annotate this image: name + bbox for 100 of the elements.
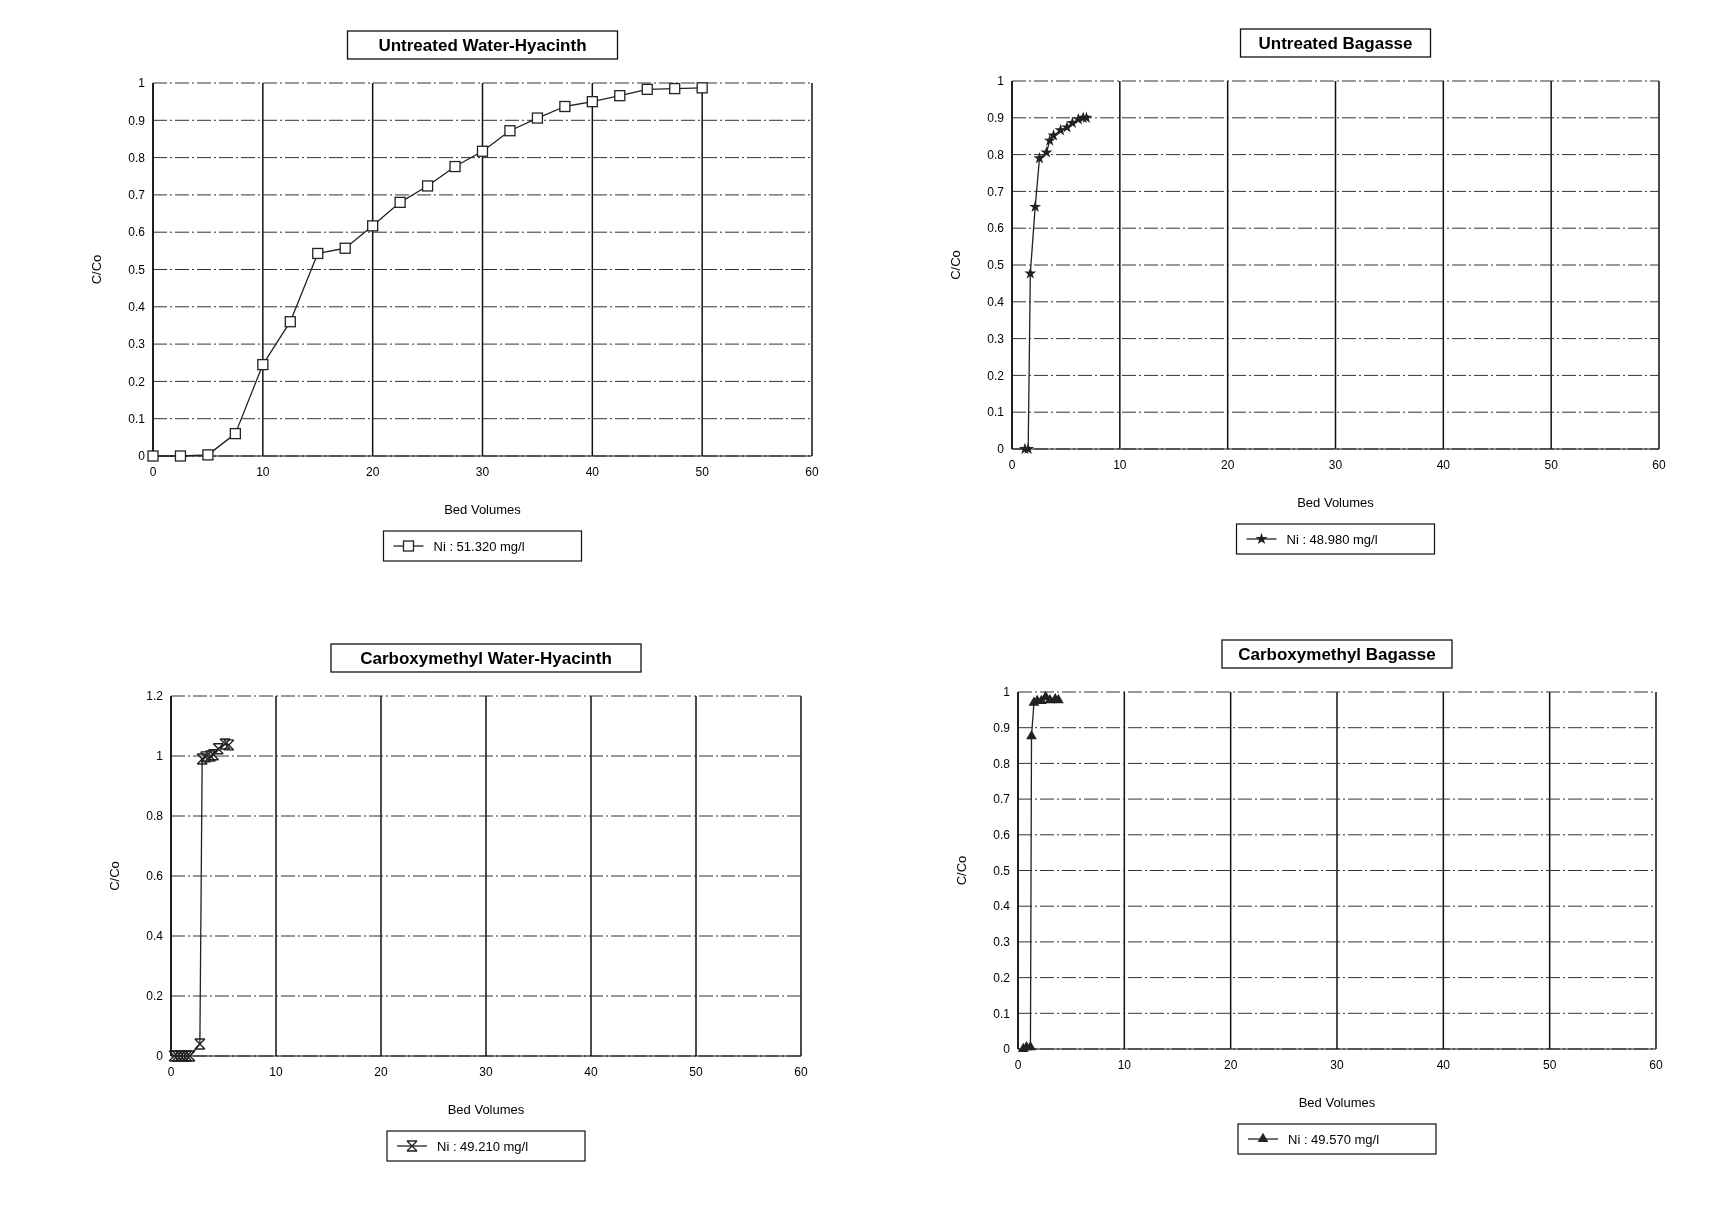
point	[339, 242, 351, 254]
point	[1026, 730, 1037, 740]
point	[1033, 151, 1046, 164]
point	[147, 450, 159, 462]
point	[312, 247, 324, 260]
y-tick-label: 0.8	[993, 756, 1011, 771]
point	[257, 358, 269, 371]
x-tick-label: 30	[475, 465, 490, 479]
x-tick-label: 30	[1330, 1058, 1344, 1072]
point	[196, 753, 208, 765]
x-tick-label: 10	[256, 465, 270, 479]
x-tick-label: 0	[1014, 1058, 1022, 1072]
x-axis-title: Bed Volumes	[1297, 495, 1375, 510]
y-tick-label: 1	[156, 749, 164, 764]
x-tick-label: 50	[689, 1065, 703, 1079]
x-tick-label: 60	[1652, 458, 1666, 472]
y-tick-label: 0.1	[128, 411, 146, 426]
point	[199, 751, 212, 763]
x-tick-label: 20	[1220, 458, 1235, 472]
legend-label: Ni : 49.210 mg/l	[437, 1138, 529, 1154]
y-tick-label: 0	[997, 442, 1005, 457]
point	[367, 220, 379, 232]
x-tick-label: 10	[1113, 458, 1127, 472]
y-tick-label: 0.9	[987, 111, 1005, 125]
point	[421, 180, 434, 192]
y-tick-label: 0.2	[993, 970, 1011, 985]
point	[614, 90, 626, 102]
y-tick-label: 0.3	[993, 935, 1011, 950]
legend-label: Ni : 51.320 mg/l	[433, 538, 525, 554]
y-tick-label: 1	[138, 76, 146, 91]
point	[202, 449, 214, 461]
point	[559, 100, 571, 113]
y-tick-label: 0.9	[993, 720, 1011, 735]
point	[1047, 129, 1060, 141]
y-tick-label: 0.2	[146, 989, 164, 1004]
y-tick-label: 0.5	[987, 258, 1005, 273]
point	[174, 450, 187, 462]
y-tick-label: 0.3	[987, 331, 1005, 346]
point	[223, 739, 235, 751]
x-tick-label: 40	[1436, 458, 1451, 472]
point	[1060, 121, 1074, 133]
y-tick-label: 0.5	[128, 262, 146, 277]
point	[696, 82, 708, 94]
y-tick-label: 0.4	[146, 929, 164, 944]
point	[284, 316, 296, 328]
x-tick-label: 20	[365, 465, 380, 479]
y-tick-label: 0.4	[987, 295, 1005, 309]
legend-label: Ni : 49.570 mg/l	[1288, 1131, 1380, 1147]
point	[449, 160, 461, 173]
point	[504, 125, 516, 137]
y-tick-label: 0.7	[128, 188, 146, 203]
x-axis-title: Bed Volumes	[1298, 1095, 1376, 1110]
x-tick-label: 10	[1117, 1058, 1132, 1072]
x-tick-label: 60	[805, 465, 819, 479]
y-tick-label: 0.3	[128, 337, 146, 352]
x-tick-label: 0	[167, 1065, 175, 1079]
x-tick-label: 50	[1542, 1058, 1557, 1072]
point	[1029, 200, 1042, 212]
y-tick-label: 0.5	[993, 863, 1011, 878]
point	[1040, 146, 1053, 158]
y-tick-label: 0.6	[993, 828, 1011, 842]
y-tick-label: 0.2	[128, 374, 146, 389]
y-tick-label: 0.8	[987, 147, 1005, 162]
y-tick-label: 0.9	[128, 113, 146, 128]
x-tick-label: 30	[1328, 458, 1343, 472]
y-tick-label: 0.8	[128, 150, 146, 165]
point	[669, 82, 681, 95]
chart-title: Carboxymethyl Bagasse	[1238, 645, 1436, 664]
x-tick-label: 10	[269, 1065, 283, 1079]
point	[476, 145, 489, 157]
point	[531, 112, 544, 124]
y-tick-label: 1.2	[146, 689, 164, 704]
y-tick-label: 0.8	[146, 809, 164, 824]
chart-title: Untreated Bagasse	[1258, 34, 1413, 53]
y-tick-label: 0.4	[128, 300, 146, 314]
y-tick-label: 0.4	[993, 899, 1011, 914]
y-tick-label: 0	[1003, 1042, 1011, 1057]
x-tick-label: 40	[585, 465, 600, 479]
x-tick-label: 60	[794, 1065, 808, 1079]
x-tick-label: 20	[374, 1065, 388, 1079]
point	[394, 196, 406, 209]
x-tick-label: 60	[1649, 1058, 1663, 1072]
x-tick-label: 40	[1436, 1058, 1451, 1072]
y-tick-label: 1	[997, 74, 1005, 89]
y-tick-label: 0.2	[987, 368, 1005, 383]
point	[1053, 694, 1064, 704]
point	[219, 738, 231, 750]
x-tick-label: 40	[584, 1065, 598, 1079]
y-tick-label: 0.7	[993, 792, 1011, 807]
y-axis-title: C/Co	[89, 254, 104, 285]
y-tick-label: 0.1	[987, 405, 1005, 420]
x-axis-title: Bed Volumes	[444, 502, 522, 517]
point	[586, 96, 598, 108]
y-tick-label: 0.1	[993, 1006, 1011, 1021]
point	[641, 83, 653, 95]
y-tick-label: 0.6	[128, 225, 146, 240]
x-tick-label: 20	[1223, 1058, 1238, 1072]
y-axis-title: C/Co	[107, 861, 122, 891]
y-tick-label: 1	[1003, 685, 1011, 700]
x-tick-label: 30	[479, 1065, 493, 1079]
